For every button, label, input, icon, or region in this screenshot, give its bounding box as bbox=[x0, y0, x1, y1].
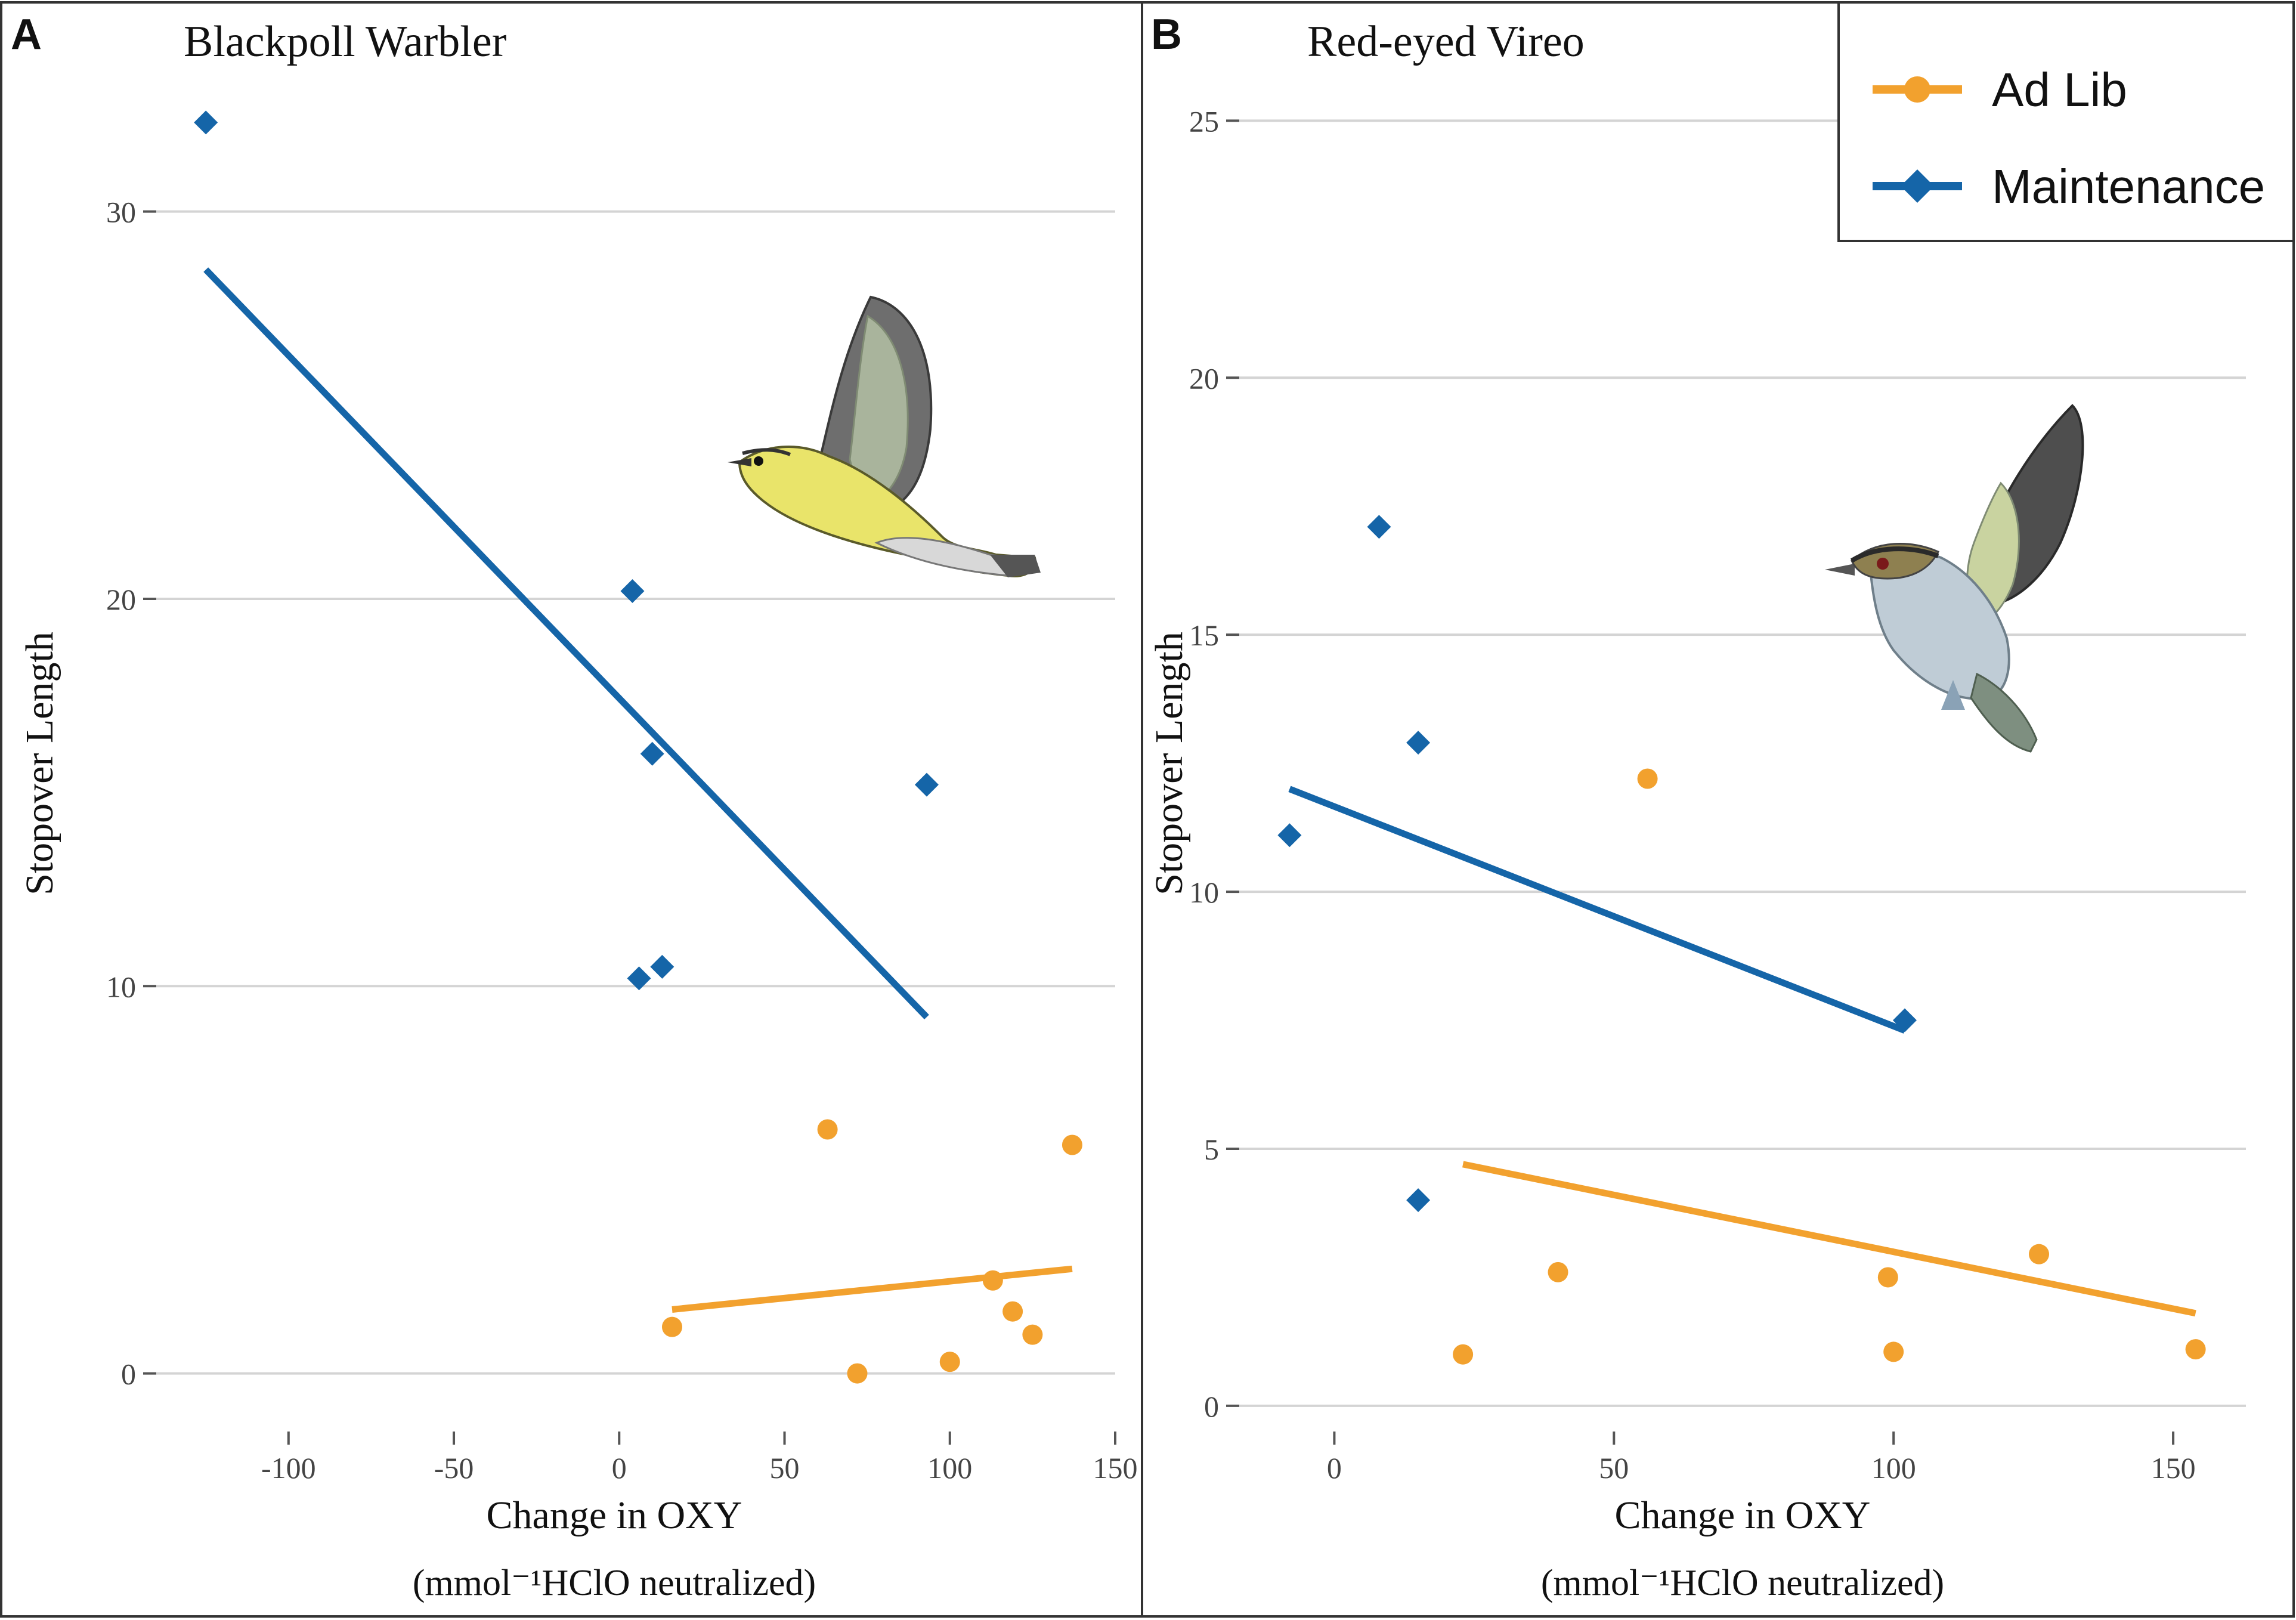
trendline-ad-lib bbox=[1462, 1161, 2196, 1317]
panel-b-x-axis-label: Change in OXY bbox=[1615, 1494, 1871, 1537]
point-ad-lib-6 bbox=[1022, 1324, 1043, 1345]
panel-b-frame bbox=[1141, 1, 2295, 1618]
legend-box bbox=[1837, 1, 2295, 242]
point-maintenance-4 bbox=[627, 966, 651, 991]
panel-b: 0 5 10 15 20 25 0 50 100 150 B Red-eyed Vireo St… bbox=[1141, 1, 2295, 1618]
panel-b-points bbox=[1277, 515, 2206, 1365]
blackpoll-warbler-illustration bbox=[728, 295, 1041, 577]
legend-ad-lib-marker bbox=[1904, 76, 1930, 103]
point-ad-lib-4 bbox=[982, 1270, 1003, 1291]
panel-a-x-ticks: -100 -50 0 50 100 150 bbox=[261, 1432, 1138, 1485]
trendline-ad-lib bbox=[672, 1265, 1073, 1313]
panel-b-gridlines bbox=[1239, 119, 2246, 1407]
y-tick-label-30: 30 bbox=[106, 196, 136, 229]
panel-a-label: A bbox=[11, 11, 42, 58]
y-tick-label-25: 25 bbox=[1189, 104, 1219, 138]
panel-a-y-ticks: 0 10 20 30 bbox=[106, 196, 156, 1391]
point-maintenance-1 bbox=[1406, 731, 1431, 755]
x-tick-label--50: -50 bbox=[434, 1451, 474, 1485]
point-ad-lib-0 bbox=[661, 1316, 682, 1337]
x-tick-label-150: 150 bbox=[1093, 1451, 1138, 1485]
x-tick-label-100: 100 bbox=[927, 1451, 972, 1485]
panel-b-title: Red-eyed Vireo bbox=[1307, 17, 1585, 66]
x-tick-label--100: -100 bbox=[261, 1451, 316, 1485]
legend-item-maintenance: Maintenance bbox=[1873, 160, 2265, 213]
y-tick-label-15: 15 bbox=[1189, 619, 1219, 652]
y-tick-label-20: 20 bbox=[106, 583, 136, 616]
point-ad-lib-6 bbox=[2185, 1339, 2206, 1360]
x-tick-label-0: 0 bbox=[612, 1451, 627, 1485]
point-ad-lib-5 bbox=[1002, 1301, 1023, 1322]
trendline-maintenance bbox=[203, 267, 929, 1020]
x-tick-label-50: 50 bbox=[1599, 1451, 1629, 1485]
point-ad-lib-2 bbox=[847, 1363, 868, 1384]
legend-maintenance-marker bbox=[1901, 169, 1934, 203]
legend: Ad Lib Maintenance bbox=[1837, 1, 2295, 242]
x-tick-label-100: 100 bbox=[1871, 1451, 1916, 1485]
y-tick-label-0: 0 bbox=[1204, 1390, 1219, 1423]
panel-b-x-axis-units: (mmol⁻¹HClO neutralized) bbox=[1541, 1563, 1944, 1603]
y-tick-label-10: 10 bbox=[1189, 876, 1219, 909]
y-tick-label-5: 5 bbox=[1204, 1133, 1219, 1166]
y-tick-label-10: 10 bbox=[106, 970, 136, 1003]
panel-a-title: Blackpoll Warbler bbox=[184, 17, 506, 66]
point-ad-lib-5 bbox=[2029, 1244, 2050, 1265]
point-maintenance-2 bbox=[1277, 823, 1302, 848]
x-tick-label-0: 0 bbox=[1327, 1451, 1342, 1485]
point-maintenance-0 bbox=[194, 110, 218, 135]
panel-a-trendlines bbox=[203, 267, 1073, 1313]
point-maintenance-5 bbox=[650, 954, 674, 979]
point-maintenance-2 bbox=[640, 741, 664, 766]
point-maintenance-1 bbox=[620, 579, 645, 603]
panel-b-label: B bbox=[1151, 11, 1182, 58]
point-ad-lib-7 bbox=[1062, 1134, 1082, 1155]
red-eyed-vireo-illustration bbox=[1825, 404, 2084, 753]
panel-b-x-ticks: 0 50 100 150 bbox=[1327, 1432, 2196, 1485]
y-tick-label-0: 0 bbox=[121, 1358, 136, 1391]
panel-a-y-axis-label: Stopover Length bbox=[18, 632, 61, 895]
point-ad-lib-3 bbox=[939, 1352, 960, 1372]
legend-ad-lib-label: Ad Lib bbox=[1992, 63, 2127, 116]
point-ad-lib-1 bbox=[1453, 1344, 1474, 1365]
panel-a-x-axis-label: Change in OXY bbox=[487, 1494, 742, 1537]
point-maintenance-4 bbox=[1406, 1188, 1431, 1213]
point-ad-lib-3 bbox=[1877, 1267, 1898, 1288]
trendline-maintenance bbox=[1288, 786, 1906, 1034]
point-maintenance-3 bbox=[1892, 1008, 1917, 1032]
panel-a-frame bbox=[0, 1, 1143, 1618]
panel-a: 0 10 20 30 -100 -50 0 50 100 150 A Blackpoll War… bbox=[0, 1, 1143, 1618]
point-maintenance-3 bbox=[914, 772, 939, 797]
panel-b-y-axis-label: Stopover Length bbox=[1147, 632, 1191, 895]
x-tick-label-50: 50 bbox=[770, 1451, 800, 1485]
point-maintenance-0 bbox=[1367, 515, 1391, 539]
point-ad-lib-2 bbox=[1548, 1262, 1568, 1282]
legend-item-ad-lib: Ad Lib bbox=[1873, 63, 2127, 116]
point-ad-lib-4 bbox=[1883, 1341, 1904, 1362]
legend-maintenance-label: Maintenance bbox=[1992, 160, 2265, 213]
x-tick-label-150: 150 bbox=[2151, 1451, 2196, 1485]
panel-a-x-axis-units: (mmol⁻¹HClO neutralized) bbox=[413, 1563, 816, 1603]
panel-b-trendlines bbox=[1288, 786, 2196, 1317]
point-ad-lib-0 bbox=[1637, 768, 1658, 789]
panel-a-points bbox=[194, 110, 1082, 1384]
point-ad-lib-1 bbox=[817, 1119, 838, 1140]
y-tick-label-20: 20 bbox=[1189, 361, 1219, 395]
panel-b-y-ticks: 0 5 10 15 20 25 bbox=[1189, 104, 1239, 1423]
